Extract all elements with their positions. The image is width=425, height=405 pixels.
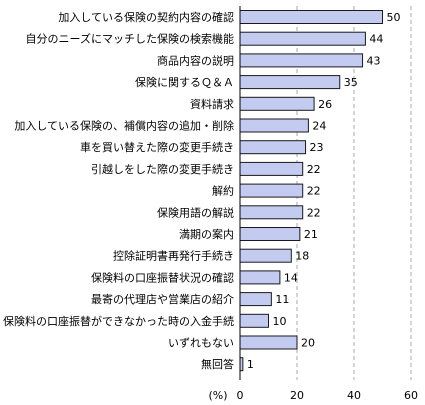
bar-5 (239, 118, 309, 133)
x-tick-label-20: 20 (290, 389, 304, 402)
category-label-2: 商品内容の説明 (157, 53, 234, 67)
value-label-5: 24 (312, 120, 326, 133)
category-label-3: 保険に関するＱ＆Ａ (135, 75, 234, 89)
bar-2 (239, 53, 364, 68)
bar-12 (239, 270, 281, 285)
category-label-7: 引越しをした際の変更手続き (91, 162, 234, 176)
value-label-6: 23 (310, 141, 324, 154)
category-label-15: いずれもない (168, 337, 234, 350)
category-label-16: 無回答 (201, 357, 234, 371)
value-label-8: 22 (307, 185, 321, 198)
bar-13 (239, 292, 272, 307)
x-axis-unit-label: (%) (208, 389, 227, 402)
category-label-8: 解約 (212, 184, 234, 198)
value-label-14: 10 (273, 315, 287, 328)
category-label-6: 車を買い替えた際の変更手続き (80, 140, 234, 154)
value-label-15: 20 (301, 337, 315, 350)
category-label-10: 満期の案内 (179, 227, 234, 241)
value-label-12: 14 (284, 271, 298, 284)
category-label-1: 自分のニーズにマッチした保険の検索機能 (26, 32, 234, 46)
value-label-3: 35 (344, 76, 358, 89)
value-label-4: 26 (318, 98, 332, 111)
bar-11 (239, 248, 292, 263)
category-label-11: 控除証明書再発行手続き (113, 249, 234, 263)
category-label-9: 保険用語の解説 (157, 205, 234, 219)
bar-4 (239, 96, 315, 111)
value-label-7: 22 (307, 163, 321, 176)
value-label-13: 11 (275, 293, 289, 306)
bar-1 (239, 31, 366, 46)
bar-0 (239, 10, 383, 24)
bar-6 (239, 140, 307, 155)
category-label-5: 加入している保険の、補償内容の追加・削除 (14, 119, 234, 133)
value-label-16: 1 (247, 358, 254, 371)
value-label-2: 43 (367, 54, 381, 67)
category-label-4: 資料請求 (190, 97, 234, 111)
category-label-13: 最寄の代理店や営業店の紹介 (91, 292, 234, 306)
category-label-0: 加入している保険の契約内容の確認 (58, 10, 234, 24)
value-label-0: 50 (387, 11, 401, 24)
category-label-12: 保険料の口座振替状況の確認 (91, 270, 234, 284)
bar-3 (239, 75, 341, 90)
grid-lines (296, 6, 412, 380)
bar-15 (239, 335, 298, 350)
bar-7 (239, 161, 304, 176)
labels: 加入している保険の契約内容の確認 50 自分のニーズにマッチした保険の検索機能 44 商… (3, 10, 418, 402)
bar-14 (239, 313, 269, 328)
value-label-9: 22 (307, 206, 321, 219)
bar-8 (239, 183, 304, 198)
value-label-1: 44 (369, 33, 383, 46)
bar-10 (239, 227, 301, 241)
value-label-10: 21 (304, 228, 318, 241)
x-tick-label-0: 0 (237, 389, 244, 402)
value-label-11: 18 (295, 250, 309, 263)
bar-9 (239, 205, 304, 220)
bars (239, 10, 383, 372)
x-tick-label-40: 40 (347, 389, 361, 402)
category-label-14: 保険料の口座振替ができなかった時の入金手続 (3, 314, 234, 328)
x-tick-label-60: 60 (404, 389, 418, 402)
